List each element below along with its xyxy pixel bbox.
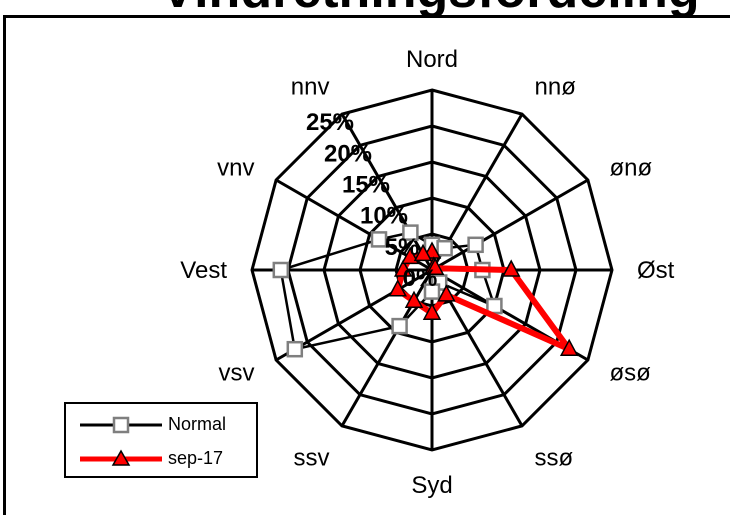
chart-title: Vindretningsfordeling [0,0,730,20]
legend-swatch-normal [80,416,162,434]
direction-label-1: nnø [535,74,577,101]
legend-swatch-sep17 [80,449,162,466]
direction-label-6: Syd [411,472,452,499]
point-1-10 [400,246,420,265]
point-0-8 [286,340,304,358]
direction-label-9: Vest [180,257,227,284]
direction-label-11: nnv [291,74,330,101]
radial-tick-labels: 0% 5% 10% 15% 20% 25% [306,109,437,292]
point-1-5 [437,284,456,302]
point-0-2 [467,236,484,254]
point-0-7 [391,317,408,335]
point-0-6 [423,283,441,300]
legend-label-normal: Normal [168,414,227,434]
series-0 [272,224,503,358]
direction-label-2: ønø [610,155,653,182]
radial-tick-1: 5% [385,234,420,261]
direction-label-5: ssø [535,445,574,472]
direction-label-7: ssv [294,445,330,472]
radial-tick-2: 10% [360,203,408,230]
direction-labels: Nord nnø ønø Øst øsø ssø Syd ssv vsv Vest vnv nnv [180,46,674,499]
point-0-9 [272,261,290,279]
point-0-11 [402,224,419,241]
point-1-9 [393,259,413,277]
radial-tick-0: 0% [403,265,438,292]
direction-label-3: Øst [637,257,675,284]
point-1-7 [404,290,424,308]
point-1-3 [501,259,521,277]
point-1-2 [425,257,445,275]
direction-label-0: Nord [406,46,458,73]
grid-spoke-11 [340,113,434,271]
series-1 [388,241,579,357]
point-0-1 [436,239,453,257]
direction-label-8: vsv [219,360,255,387]
series-layer [272,224,579,358]
legend-label-sep17: sep-17 [168,448,224,468]
grid-spoke-2 [431,178,589,272]
radial-tick-5: 25% [306,109,354,136]
point-1-8 [388,279,407,297]
direction-label-4: øsø [610,360,652,387]
plot-area-border [3,15,730,515]
radial-tick-3: 15% [342,172,390,199]
point-0-10 [370,231,388,248]
point-1-11 [413,243,433,262]
legend-entry-sep17: sep-17 [66,444,256,474]
point-1-6 [422,302,442,320]
direction-label-10: vnv [217,155,254,182]
radial-tick-4: 20% [324,140,372,167]
grid-spoke-7 [340,269,434,427]
legend-entry-normal: Normal [66,410,256,440]
legend: Normal sep-17 [64,402,258,478]
point-1-4 [559,338,579,356]
